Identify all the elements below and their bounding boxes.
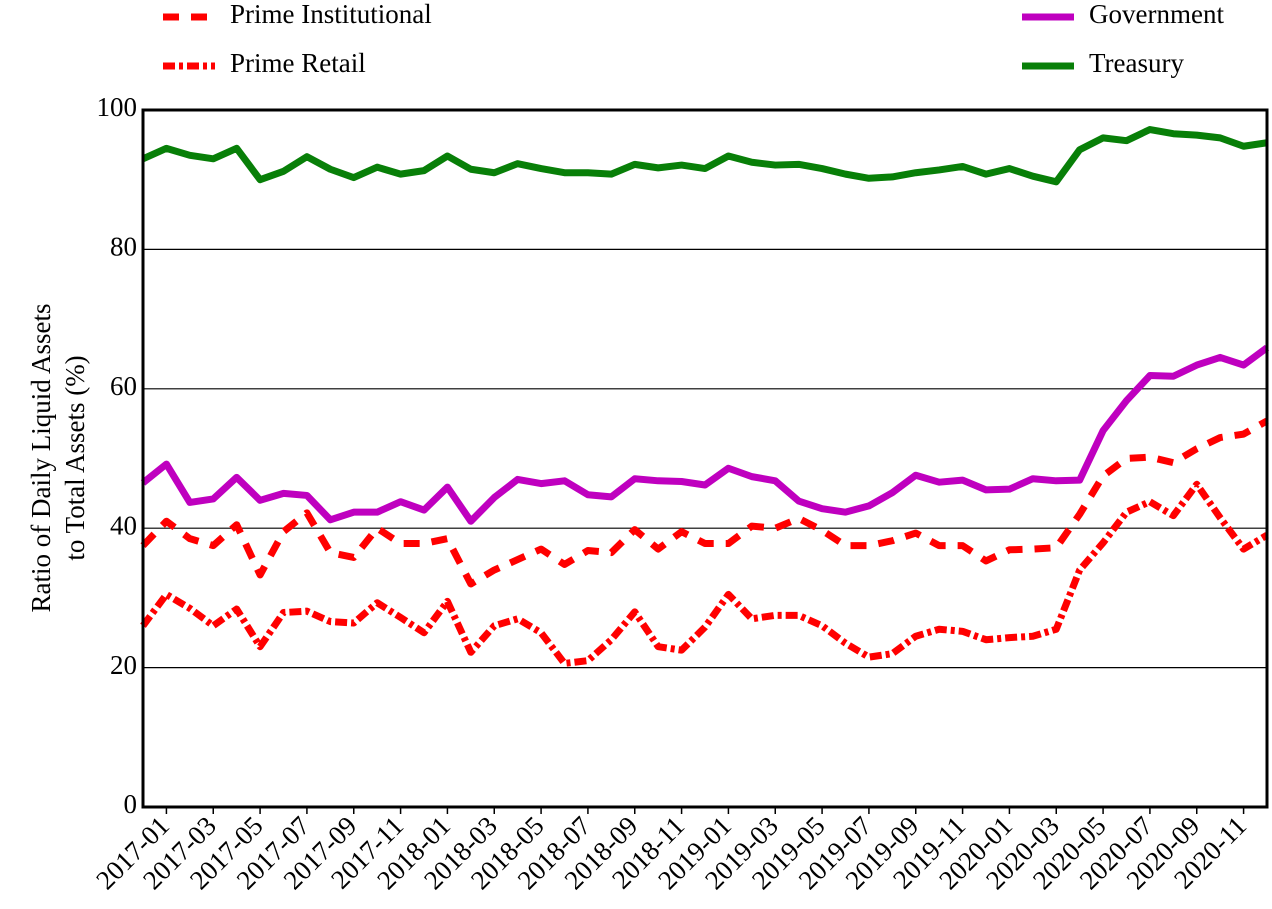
y-axis-label: Ratio of Daily Liquid Assets [26,304,56,613]
y-tick-label: 80 [110,232,137,262]
plot-frame [141,108,1269,809]
series-line [141,126,1268,186]
y-tick-label: 40 [110,510,137,540]
legend-label: Prime Retail [230,48,366,78]
y-tick-label: 0 [124,789,138,819]
legend-label: Treasury [1089,48,1185,78]
legend-label: Government [1089,0,1224,29]
y-tick-label: 100 [97,92,138,122]
y-tick-label: 20 [110,650,137,680]
series-line [140,417,1269,588]
legend-label: Prime Institutional [230,0,432,29]
series-line [140,480,1269,667]
y-axis-label: to Total Assets (%) [60,355,90,560]
y-tick-label: 60 [110,371,137,401]
series-line [140,344,1270,525]
